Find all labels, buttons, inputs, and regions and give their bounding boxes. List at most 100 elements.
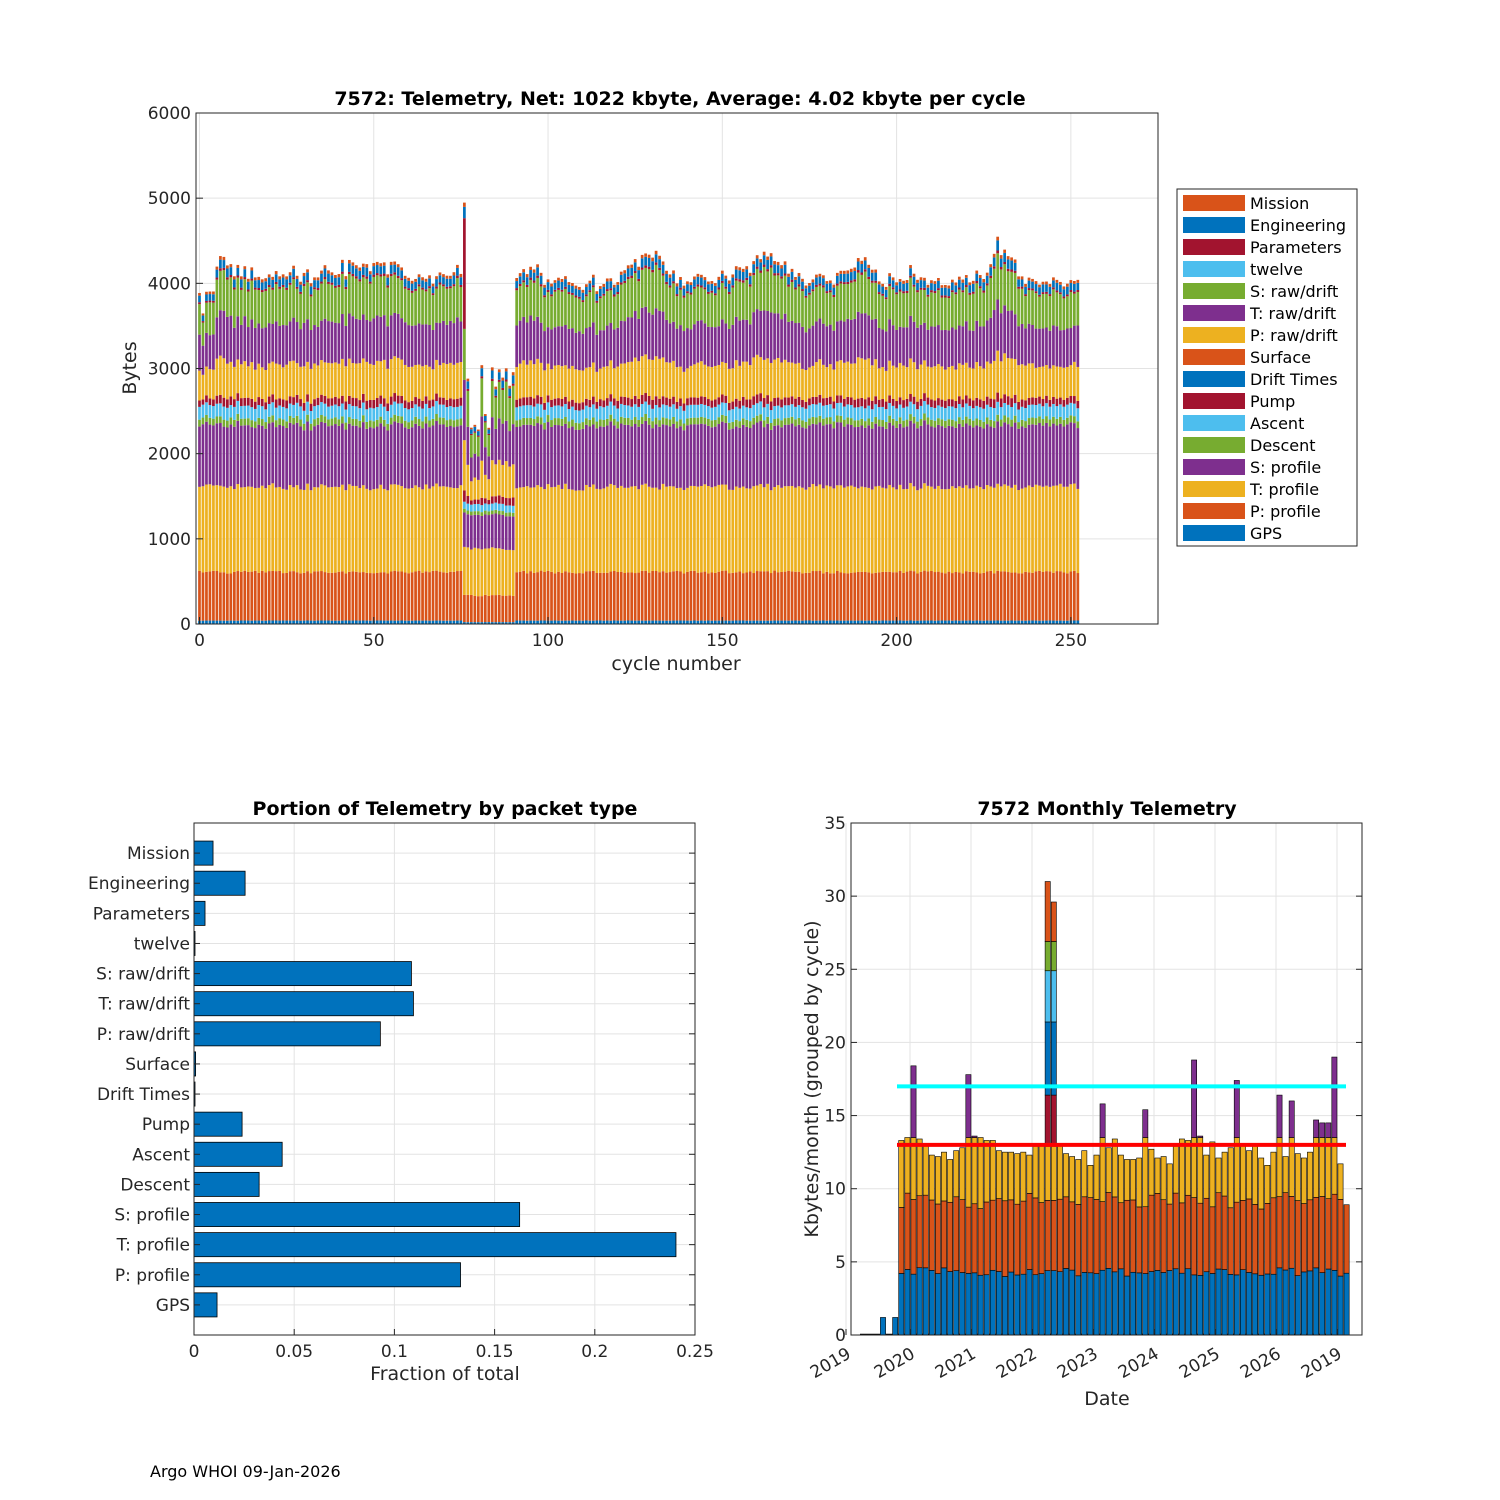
top-bar-segment — [829, 292, 832, 325]
top-bar-segment — [654, 417, 658, 425]
top-bar-segment — [630, 275, 634, 278]
top-bar-segment — [703, 404, 707, 418]
top-bar-segment — [494, 397, 498, 429]
top-bar-segment — [612, 398, 616, 406]
br-bar-segment — [989, 1269, 996, 1336]
top-bar-segment — [379, 316, 383, 362]
top-bar-segment — [490, 370, 494, 379]
top-bar-segment — [598, 368, 602, 400]
top-bar-segment — [243, 361, 247, 398]
top-bar-segment — [1055, 571, 1059, 621]
legend-entry: twelve — [1250, 260, 1303, 279]
top-bar-segment — [536, 620, 539, 624]
top-bar-segment — [466, 381, 470, 389]
top-bar-segment — [368, 281, 372, 284]
top-bar-segment — [1045, 416, 1048, 423]
top-bar-segment — [274, 284, 278, 322]
top-bar-segment — [403, 420, 407, 428]
top-bar-segment — [480, 512, 484, 516]
top-bar-segment — [229, 315, 233, 362]
top-bar-segment — [602, 330, 606, 367]
top-bar-segment — [581, 302, 585, 334]
top-bar-segment — [595, 421, 599, 429]
top-bar-segment — [707, 418, 710, 426]
top-bar-segment — [822, 620, 825, 624]
top-bar-segment — [550, 286, 553, 295]
top-bar-segment — [504, 381, 508, 421]
top-bar-segment — [578, 410, 581, 424]
top-bar-segment — [264, 290, 268, 328]
top-bar-segment — [348, 571, 351, 621]
top-bar-segment — [1055, 485, 1059, 572]
top-bar-segment — [1003, 252, 1006, 262]
top-bar-segment — [490, 503, 494, 511]
top-bar-segment — [1041, 328, 1045, 367]
top-bar-segment — [755, 415, 759, 423]
top-bar-segment — [682, 410, 686, 424]
top-bar-segment — [518, 398, 522, 407]
top-bar-segment — [358, 408, 362, 421]
top-bar-segment — [250, 427, 254, 487]
top-bar-segment — [682, 295, 686, 298]
top-bar-segment — [198, 334, 201, 371]
top-bar-segment — [257, 417, 261, 425]
top-bar-segment — [198, 295, 201, 303]
top-bar-segment — [738, 281, 742, 321]
top-bar-segment — [226, 427, 229, 488]
top-bar-segment — [553, 327, 557, 366]
top-bar-segment — [654, 250, 658, 255]
top-bar-segment — [923, 289, 926, 323]
top-bar-segment — [877, 399, 881, 408]
top-bar-segment — [898, 571, 902, 621]
br-bar-segment — [1038, 1202, 1045, 1274]
top-bar-segment — [933, 572, 937, 621]
top-bar-segment — [1010, 358, 1013, 399]
top-bar-segment — [825, 424, 829, 486]
top-bar-segment — [860, 486, 864, 572]
top-bar-segment — [679, 279, 682, 288]
top-bar-segment — [264, 620, 268, 624]
top-bar-segment — [846, 404, 850, 418]
top-bar-segment — [647, 620, 651, 624]
top-bar-segment — [1010, 260, 1013, 270]
top-bar-segment — [285, 289, 288, 326]
top-bar-segment — [1059, 571, 1062, 621]
top-bar-segment — [354, 419, 358, 426]
top-bar-segment — [985, 396, 989, 405]
top-bar-segment — [205, 366, 208, 396]
top-bar-segment — [348, 484, 351, 572]
top-bar-segment — [968, 620, 972, 624]
top-bar-segment — [299, 399, 302, 407]
top-bar-segment — [640, 394, 644, 404]
top-bar-segment — [741, 573, 745, 621]
top-bar-segment — [473, 432, 477, 454]
top-bar-segment — [668, 285, 672, 288]
top-bar-segment — [790, 485, 794, 572]
top-bar-segment — [633, 417, 637, 425]
top-bar-segment — [1038, 403, 1041, 417]
top-bar-segment — [403, 400, 407, 409]
top-bar-segment — [452, 364, 456, 400]
top-bar-segment — [978, 275, 982, 278]
top-bar-segment — [968, 418, 972, 426]
top-bar-segment — [801, 427, 804, 488]
top-bar-segment — [1024, 328, 1027, 366]
top-bar-segment — [278, 279, 282, 287]
top-bar-segment — [288, 422, 292, 486]
br-bar-segment — [1172, 1145, 1179, 1194]
br-bar-segment — [1050, 901, 1057, 942]
bl-category-label: Pump — [142, 1115, 190, 1135]
top-bar-segment — [930, 426, 933, 487]
top-bar-segment — [456, 267, 459, 276]
top-bar-segment — [553, 424, 557, 487]
top-bar-segment — [944, 420, 947, 428]
top-bar-segment — [546, 279, 550, 283]
top-bar-segment — [926, 287, 930, 295]
legend-entry: S: raw/drift — [1250, 282, 1338, 301]
top-bar-segment — [494, 395, 498, 398]
top-bar-segment — [853, 572, 857, 621]
top-bar-segment — [368, 620, 372, 624]
top-bar-segment — [435, 359, 438, 394]
top-bar-segment — [968, 367, 972, 399]
top-bar-segment — [888, 276, 891, 284]
